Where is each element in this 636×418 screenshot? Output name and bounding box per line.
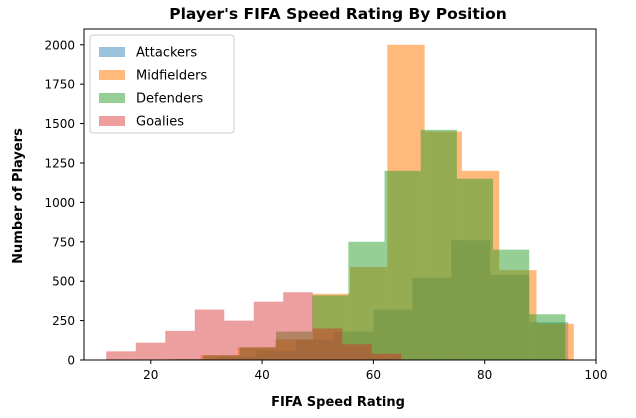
legend-swatch-midfielders bbox=[99, 70, 125, 80]
legend-swatch-defenders bbox=[99, 93, 125, 103]
defenders-bar bbox=[239, 347, 276, 360]
goalies-bar bbox=[371, 353, 402, 360]
defenders-bar bbox=[384, 170, 421, 360]
plot-frame bbox=[83, 28, 597, 361]
goalies-bar bbox=[224, 320, 254, 360]
x-axis-title: FIFA Speed Rating bbox=[271, 395, 405, 410]
goalies-bar bbox=[165, 330, 195, 360]
goalies-bar bbox=[106, 351, 136, 360]
defenders-bar bbox=[529, 314, 566, 360]
histogram-bars bbox=[106, 44, 574, 360]
defenders-bar bbox=[420, 129, 457, 360]
axes: 20 40 60 80 10002505007501000125015001750200… bbox=[44, 28, 608, 382]
legend-label-goalies: Goalies bbox=[136, 115, 184, 130]
legend: Attackers Midfielders Defenders Goalies bbox=[89, 34, 235, 134]
goalies-bar bbox=[342, 344, 372, 360]
defenders-bar bbox=[203, 355, 240, 360]
defenders-bar bbox=[456, 178, 494, 360]
legend-box bbox=[89, 34, 235, 134]
legend-label-midfielders: Midfielders bbox=[136, 69, 207, 84]
goalies-bar bbox=[135, 342, 166, 360]
y-tick-label: 750 bbox=[52, 235, 75, 249]
defenders-bar bbox=[348, 241, 385, 360]
legend-swatch-goalies bbox=[99, 116, 125, 126]
x-tick-label: 40 bbox=[254, 368, 269, 382]
series-goalies-bars bbox=[106, 292, 402, 360]
y-tick-label: 0 bbox=[67, 354, 75, 368]
legend-label-defenders: Defenders bbox=[136, 92, 203, 107]
x-tick-label: 60 bbox=[366, 368, 381, 382]
series-defenders-bars bbox=[167, 129, 566, 360]
goalies-bar bbox=[194, 309, 225, 360]
legend-label-attackers: Attackers bbox=[136, 46, 197, 61]
defenders-bar bbox=[276, 331, 313, 360]
legend-swatch-attackers bbox=[99, 47, 125, 57]
y-tick-label: 500 bbox=[52, 275, 75, 289]
defenders-bar bbox=[312, 295, 349, 360]
x-tick-label: 20 bbox=[143, 368, 158, 382]
y-tick-label: 250 bbox=[52, 314, 75, 328]
y-tick-label: 2000 bbox=[44, 38, 75, 52]
x-tick-label: 100 bbox=[585, 368, 608, 382]
goalies-bar bbox=[312, 328, 343, 360]
x-tick-label: 80 bbox=[477, 368, 492, 382]
y-tick-label: 1500 bbox=[44, 117, 75, 131]
y-tick-label: 1000 bbox=[44, 196, 75, 210]
y-axis-title: Number of Players bbox=[11, 128, 26, 264]
defenders-bar bbox=[493, 249, 530, 360]
y-tick-label: 1750 bbox=[44, 78, 75, 92]
goalies-bar bbox=[283, 292, 313, 360]
chart-title: Player's FIFA Speed Rating By Position bbox=[169, 5, 507, 23]
goalies-bar bbox=[253, 301, 284, 360]
y-tick-label: 1250 bbox=[44, 156, 75, 170]
